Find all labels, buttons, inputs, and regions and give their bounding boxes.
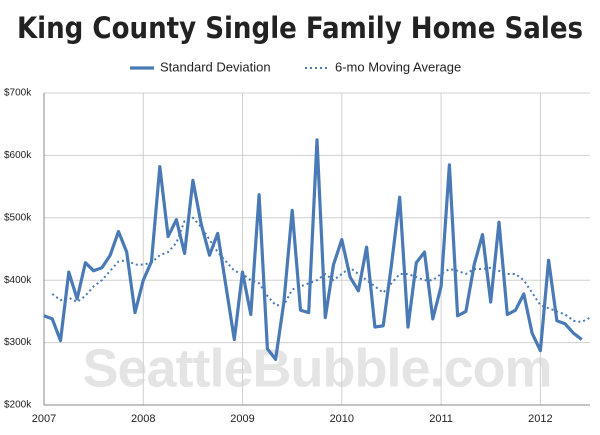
y-tick-label: $500k <box>4 212 32 223</box>
x-tick-label: 2010 <box>330 413 354 425</box>
y-tick-label: $300k <box>4 337 32 348</box>
y-tick-label: $600k <box>4 150 32 161</box>
y-tick-label: $400k <box>4 275 32 286</box>
series-line <box>51 216 591 323</box>
y-tick-label: $700k <box>4 88 32 99</box>
x-tick-label: 2009 <box>230 413 254 425</box>
x-tick-label: 2012 <box>528 413 552 425</box>
chart-title: King County Single Family Home Sales <box>17 11 583 45</box>
legend-label: Standard Deviation <box>160 59 271 74</box>
y-tick-label: $200k <box>4 400 32 411</box>
watermark: SeattleBubble.com <box>82 338 551 398</box>
x-tick-label: 2008 <box>131 413 155 425</box>
x-tick-label: 2007 <box>32 413 56 425</box>
legend-label: 6-mo Moving Average <box>335 59 461 74</box>
x-tick-label: 2011 <box>429 413 453 425</box>
series-line <box>43 138 583 361</box>
